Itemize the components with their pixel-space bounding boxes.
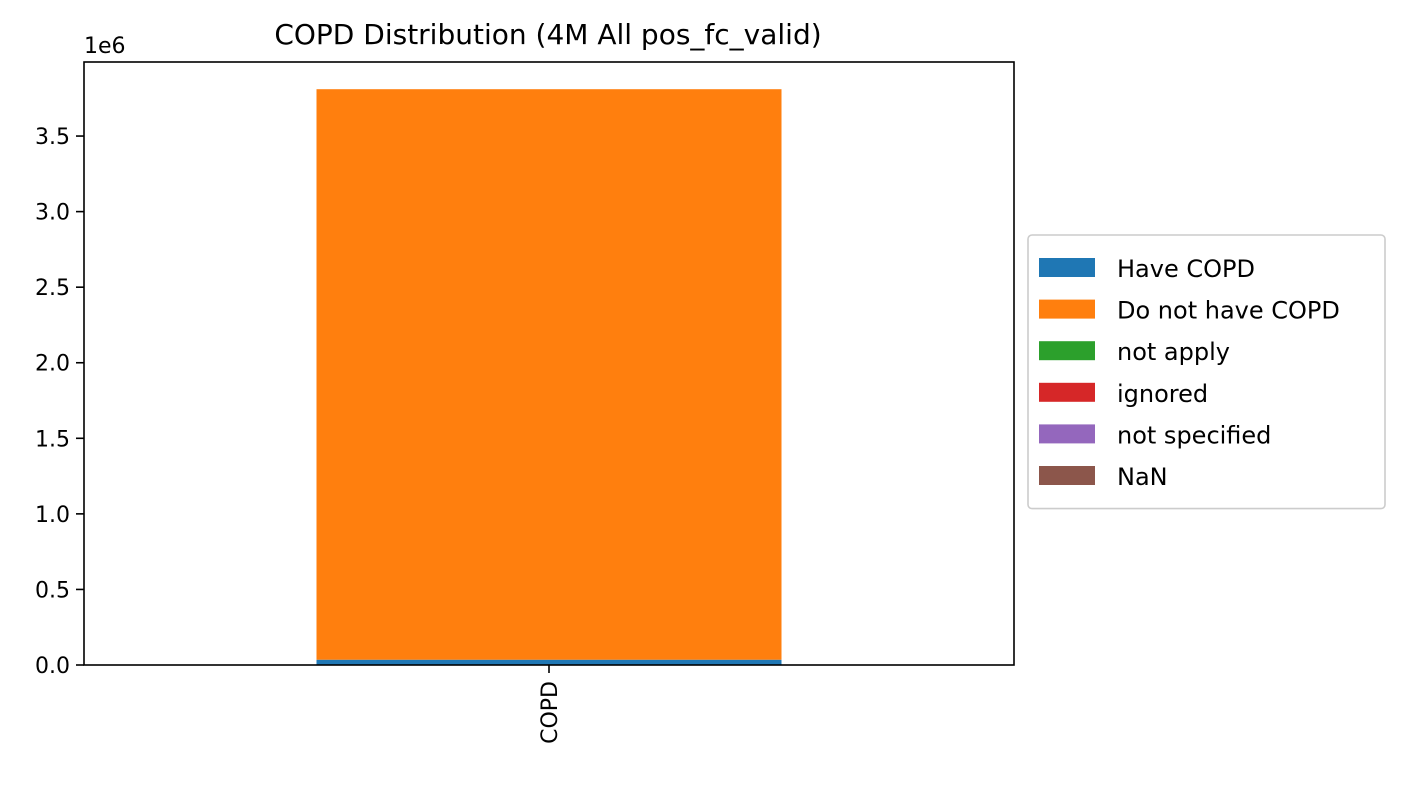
y-tick-label: 3.0 [35,201,70,226]
x-axis: COPD [538,665,563,744]
legend-swatch [1039,341,1095,361]
y-tick-label: 3.5 [35,125,70,150]
legend-swatch [1039,299,1095,319]
legend-swatch [1039,382,1095,402]
legend-label: ignored [1117,380,1208,408]
y-axis: 0.0 0.5 1.0 1.5 2.0 2.5 3.0 3.5 [35,125,84,679]
legend-label: Do not have COPD [1117,297,1340,325]
legend-label: not apply [1117,338,1230,366]
legend-label: not specified [1117,421,1271,449]
legend: Have COPD Do not have COPD not apply ignore… [1027,234,1386,510]
legend-swatch [1039,424,1095,444]
bar-segment-have-copd [316,659,782,665]
y-tick-label: 1.0 [35,503,70,528]
y-tick-label: 0.0 [35,654,70,679]
chart-title: COPD Distribution (4M All pos_fc_valid) [274,18,821,51]
y-tick-label: 2.5 [35,276,70,301]
legend-label: Have COPD [1117,255,1255,283]
y-offset-label: 1e6 [84,34,126,59]
y-tick-label: 2.0 [35,352,70,377]
legend-swatch [1039,466,1095,485]
legend-frame [1027,234,1386,510]
bar-stack-group [316,89,782,665]
y-tick-label: 1.5 [35,427,70,452]
plot-frame [83,61,1015,666]
legend-swatch [1039,258,1095,277]
legend-label: NaN [1117,463,1168,491]
x-tick-label: COPD [538,681,563,744]
bar-segment-do-not-have-copd [316,89,782,660]
y-tick-label: 0.5 [35,578,70,603]
